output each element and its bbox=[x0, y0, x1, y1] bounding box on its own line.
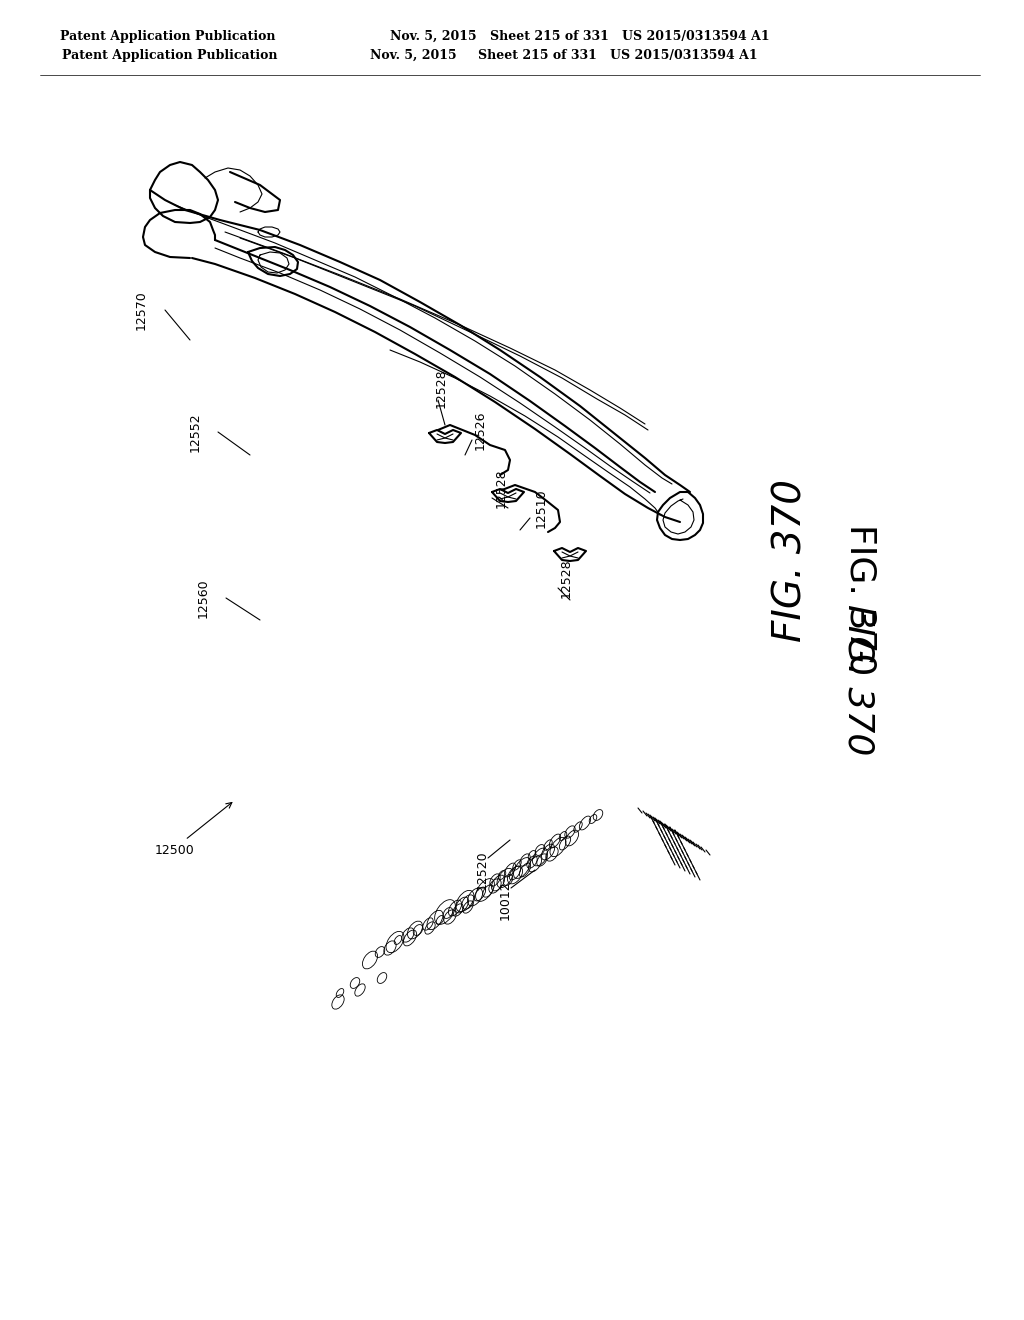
Text: 12528: 12528 bbox=[435, 368, 449, 408]
Text: Nov. 5, 2015: Nov. 5, 2015 bbox=[390, 30, 476, 44]
Text: FIG. 370: FIG. 370 bbox=[841, 605, 874, 755]
Text: 12570: 12570 bbox=[135, 290, 148, 330]
Text: 12520: 12520 bbox=[475, 850, 488, 890]
Text: Sheet 215 of 331   US 2015/0313594 A1: Sheet 215 of 331 US 2015/0313594 A1 bbox=[490, 30, 770, 44]
Text: Patent Application Publication: Patent Application Publication bbox=[60, 30, 275, 44]
Text: Nov. 5, 2015: Nov. 5, 2015 bbox=[370, 49, 457, 62]
Text: 12510: 12510 bbox=[535, 488, 548, 528]
Text: Patent Application Publication: Patent Application Publication bbox=[62, 49, 278, 62]
Text: FIG. 370: FIG. 370 bbox=[771, 479, 809, 642]
Text: 12560: 12560 bbox=[197, 578, 210, 618]
Text: 12500: 12500 bbox=[155, 843, 195, 857]
Text: 12526: 12526 bbox=[474, 411, 487, 450]
Text: 12528: 12528 bbox=[495, 469, 508, 508]
Text: 12528: 12528 bbox=[560, 558, 573, 598]
Text: 12552: 12552 bbox=[189, 412, 202, 451]
Text: 10012: 10012 bbox=[499, 880, 512, 920]
Text: FIG. 370: FIG. 370 bbox=[843, 524, 877, 676]
Text: Sheet 215 of 331   US 2015/0313594 A1: Sheet 215 of 331 US 2015/0313594 A1 bbox=[478, 49, 758, 62]
